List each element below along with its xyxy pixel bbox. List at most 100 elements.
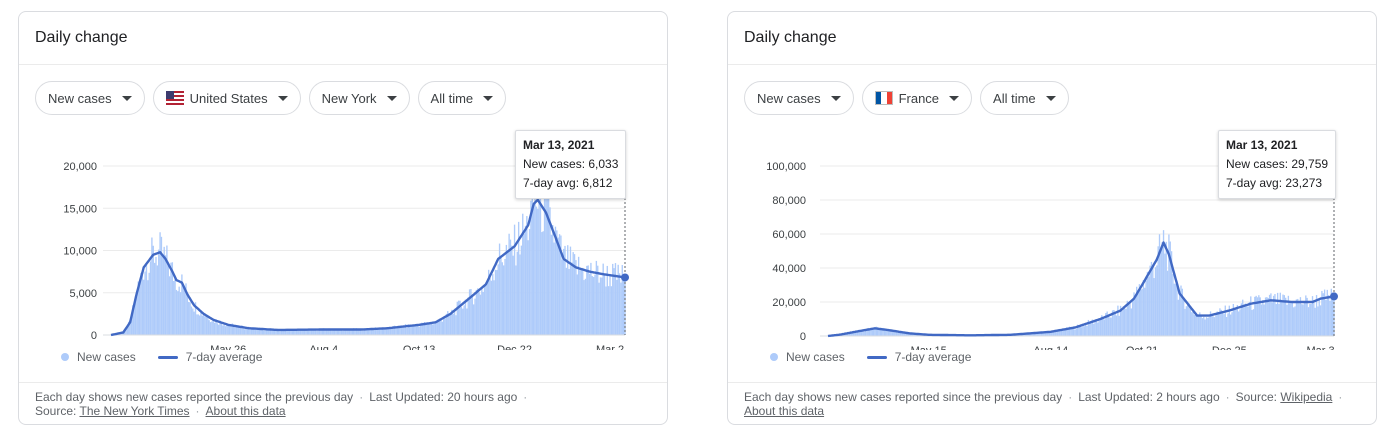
new-cases-bar (1170, 251, 1173, 336)
new-cases-bar (250, 329, 253, 335)
new-cases-bar (1107, 316, 1110, 336)
new-cases-bar (1178, 291, 1181, 336)
new-cases-bar (430, 322, 433, 335)
new-cases-bar (147, 280, 149, 335)
new-cases-bar (136, 296, 138, 335)
new-cases-bar (208, 320, 210, 335)
new-cases-bar (1076, 324, 1079, 336)
about-data-link[interactable]: About this data (744, 404, 825, 418)
new-cases-bar (466, 308, 468, 335)
new-cases-bar (621, 265, 623, 335)
new-cases-bar (417, 325, 419, 335)
new-cases-bar (408, 326, 411, 335)
card-title: Daily change (35, 29, 128, 46)
new-cases-bar (1299, 297, 1302, 336)
new-cases-bar (1125, 308, 1127, 336)
tooltip-new-cases: New cases: 6,033 (523, 157, 619, 171)
filter-bar: New cases United States New York All tim… (35, 81, 507, 115)
source-link[interactable]: The New York Times (79, 404, 190, 418)
new-cases-bar (429, 324, 431, 335)
new-cases-bar (1140, 289, 1142, 336)
country-dropdown[interactable]: United States (152, 81, 301, 115)
new-cases-bar (1243, 306, 1245, 336)
new-cases-bar (1213, 317, 1216, 336)
us-flag-icon (165, 91, 184, 105)
time-range-dropdown[interactable]: All time (417, 81, 507, 115)
new-cases-bar (517, 221, 520, 335)
country-dropdown[interactable]: France (861, 81, 973, 115)
new-cases-bar (1047, 332, 1049, 336)
metric-dropdown[interactable]: New cases (35, 81, 145, 115)
new-cases-bar (1289, 302, 1291, 336)
new-cases-bar (287, 330, 289, 335)
new-cases-bar (575, 260, 577, 335)
new-cases-bar (143, 279, 145, 335)
new-cases-bar (485, 284, 487, 335)
new-cases-bar (617, 264, 619, 335)
new-cases-bar (1129, 302, 1131, 336)
new-cases-bar (1162, 230, 1165, 336)
new-cases-bar (258, 327, 261, 335)
new-cases-bar (205, 316, 208, 335)
new-cases-bar (1192, 310, 1194, 336)
metric-dropdown[interactable]: New cases (744, 81, 854, 115)
new-cases-bar (1301, 304, 1303, 336)
new-cases-bar (253, 327, 255, 335)
footer-updated: Last Updated: 2 hours ago (1078, 390, 1220, 404)
new-cases-bar (1134, 298, 1137, 336)
new-cases-bar (542, 231, 544, 335)
new-cases-bar (441, 321, 443, 335)
time-range-dropdown[interactable]: All time (980, 81, 1069, 115)
new-cases-bar (156, 265, 159, 335)
new-cases-bar (1043, 332, 1045, 336)
new-cases-bar (182, 284, 184, 335)
divider (728, 382, 1376, 383)
new-cases-bar (299, 330, 302, 335)
y-tick-label: 0 (800, 331, 806, 343)
footer-source-label: Source: (35, 404, 77, 418)
new-cases-bar (1097, 322, 1099, 336)
new-cases-bar (254, 329, 257, 335)
source-link[interactable]: Wikipedia (1280, 390, 1333, 404)
new-cases-bar (463, 305, 465, 335)
new-cases-bar (1303, 303, 1306, 336)
region-dropdown[interactable]: New York (308, 81, 410, 115)
cases-chart[interactable]: 0 20,000 40,000 60,000 80,000 100,000 May 15 Au… (728, 130, 1376, 350)
new-cases-bar (324, 329, 326, 335)
new-cases-bar (482, 291, 484, 335)
new-cases-bar (302, 328, 304, 335)
new-cases-bar (906, 333, 908, 336)
new-cases-bar (1188, 303, 1190, 336)
new-cases-bar (1217, 312, 1220, 336)
new-cases-bar (348, 329, 351, 335)
new-cases-bar (173, 281, 175, 335)
new-cases-bar (901, 331, 903, 336)
new-cases-bar (532, 207, 535, 335)
new-cases-bar (524, 225, 527, 335)
new-cases-bar (342, 330, 344, 335)
new-cases-bar (1315, 295, 1318, 336)
filter-bar: New cases France All time (744, 81, 1069, 115)
new-cases-bar (380, 329, 382, 335)
new-cases-bar (1313, 301, 1315, 336)
new-cases-bar (433, 323, 435, 335)
new-cases-bar (1117, 305, 1119, 336)
new-cases-bar (1160, 247, 1162, 336)
new-cases-bar (852, 332, 855, 336)
new-cases-bar (1089, 321, 1091, 336)
new-cases-bar (494, 269, 497, 335)
new-cases-bar (885, 330, 887, 336)
new-cases-bar (438, 318, 441, 335)
about-data-link[interactable]: About this data (205, 404, 286, 418)
chevron-down-icon (386, 95, 397, 101)
new-cases-bar (227, 324, 229, 335)
new-cases-bar (1232, 303, 1235, 336)
new-cases-bar (378, 327, 381, 335)
new-cases-bar (1138, 284, 1141, 336)
new-cases-bar (395, 327, 397, 335)
new-cases-bar (265, 329, 268, 335)
new-cases-bar (1032, 332, 1035, 336)
new-cases-bar (239, 325, 242, 335)
new-cases-bar (1256, 297, 1259, 336)
new-cases-bar (1044, 332, 1047, 336)
